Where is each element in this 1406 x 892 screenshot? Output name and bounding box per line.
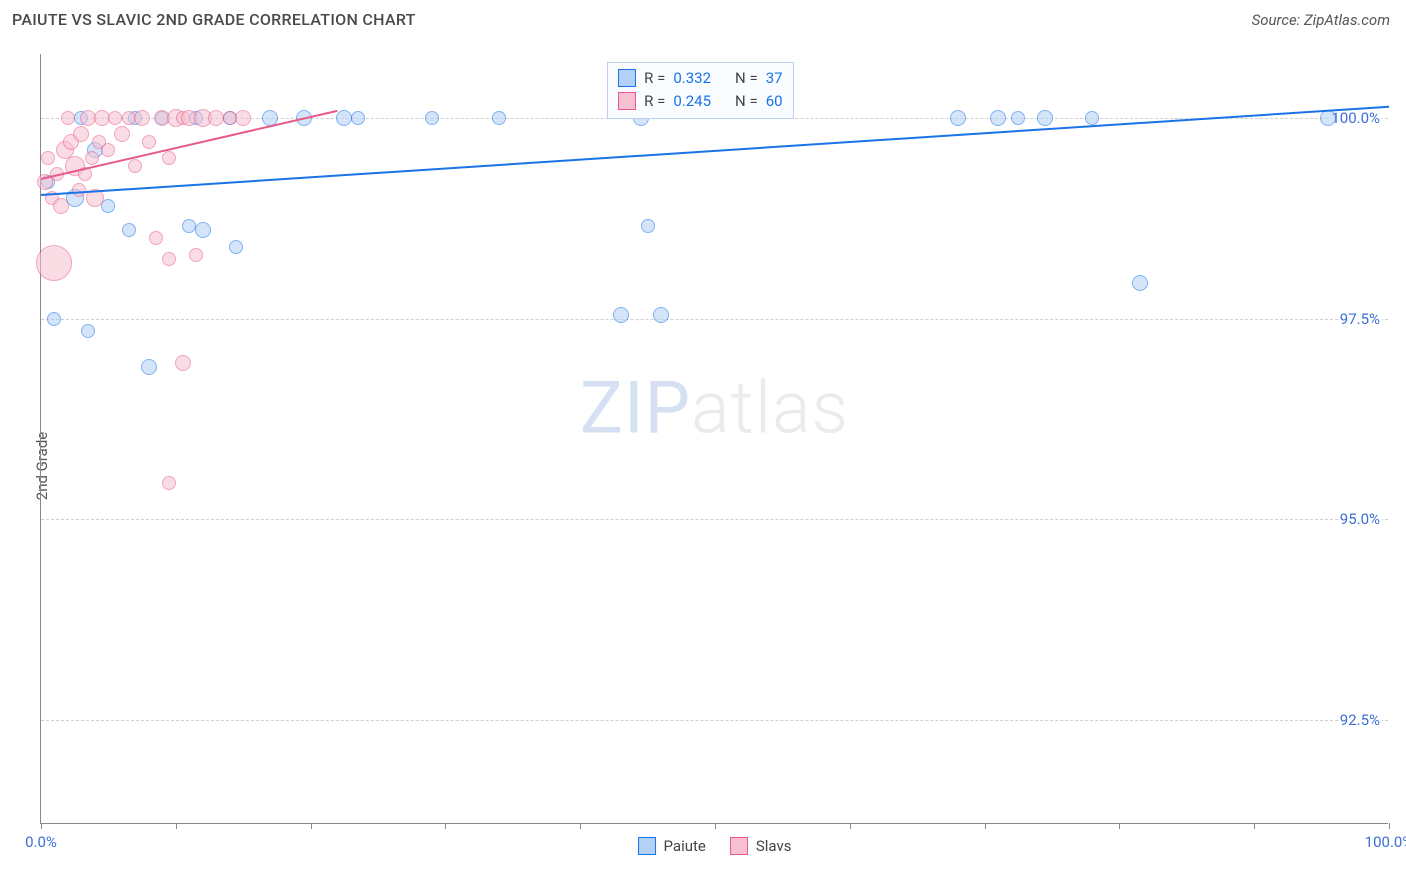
xtick bbox=[850, 823, 851, 829]
scatter-point bbox=[73, 126, 89, 142]
watermark-atlas: atlas bbox=[691, 365, 849, 450]
scatter-point bbox=[189, 248, 203, 262]
watermark-zip: ZIP bbox=[580, 365, 691, 450]
stat-n-label: N = bbox=[735, 67, 758, 90]
series-swatch bbox=[618, 69, 636, 87]
stat-r-value: 0.245 bbox=[673, 90, 711, 113]
scatter-point bbox=[41, 151, 55, 165]
stat-n-value: 60 bbox=[766, 90, 783, 113]
scatter-point bbox=[653, 307, 669, 323]
legend-label: Slavs bbox=[756, 837, 792, 855]
scatter-point bbox=[53, 198, 69, 214]
xtick bbox=[176, 823, 177, 829]
scatter-point bbox=[134, 110, 150, 126]
chart-container: 2nd Grade ZIPatlas 92.5%95.0%97.5%100.0%… bbox=[0, 40, 1406, 892]
gridline bbox=[41, 720, 1388, 721]
scatter-point bbox=[101, 143, 115, 157]
chart-header: PAIUTE VS SLAVIC 2ND GRADE CORRELATION C… bbox=[0, 0, 1406, 35]
scatter-point bbox=[1037, 110, 1053, 126]
scatter-point bbox=[142, 135, 156, 149]
chart-title: PAIUTE VS SLAVIC 2ND GRADE CORRELATION C… bbox=[12, 10, 416, 29]
stats-row: R = 0.245 N = 60 bbox=[618, 90, 782, 113]
xtick bbox=[1389, 823, 1390, 829]
scatter-point bbox=[613, 307, 629, 323]
scatter-point bbox=[162, 252, 176, 266]
scatter-point bbox=[162, 151, 176, 165]
scatter-point bbox=[47, 312, 61, 326]
scatter-point bbox=[81, 324, 95, 338]
scatter-point bbox=[101, 199, 115, 213]
stats-box: R = 0.332 N = 37 R = 0.245 N = 60 bbox=[607, 62, 793, 119]
stat-n-label: N = bbox=[735, 90, 758, 113]
ytick-label: 100.0% bbox=[1329, 109, 1382, 127]
scatter-point bbox=[1132, 275, 1148, 291]
ytick-label: 95.0% bbox=[1338, 510, 1382, 528]
stat-r-label: R = bbox=[644, 67, 665, 90]
xtick bbox=[1254, 823, 1255, 829]
scatter-point bbox=[114, 126, 130, 142]
scatter-point bbox=[990, 110, 1006, 126]
xtick bbox=[41, 823, 42, 829]
legend-item: Paiute bbox=[638, 837, 706, 855]
xtick-label: 0.0% bbox=[25, 833, 57, 851]
xtick bbox=[715, 823, 716, 829]
scatter-point bbox=[641, 219, 655, 233]
series-swatch bbox=[618, 92, 636, 110]
ytick-label: 92.5% bbox=[1338, 711, 1382, 729]
scatter-point bbox=[1085, 111, 1099, 125]
scatter-point bbox=[128, 159, 142, 173]
stat-r-value: 0.332 bbox=[673, 67, 711, 90]
stats-row: R = 0.332 N = 37 bbox=[618, 67, 782, 90]
xtick bbox=[1119, 823, 1120, 829]
scatter-point bbox=[149, 231, 163, 245]
plot-area: ZIPatlas 92.5%95.0%97.5%100.0%0.0%100.0%… bbox=[40, 54, 1388, 824]
legend-item: Slavs bbox=[730, 837, 792, 855]
scatter-point bbox=[950, 110, 966, 126]
legend: Paiute Slavs bbox=[638, 837, 792, 855]
legend-label: Paiute bbox=[664, 837, 706, 855]
gridline bbox=[41, 519, 1388, 520]
legend-swatch bbox=[638, 837, 656, 855]
scatter-point bbox=[141, 359, 157, 375]
gridline bbox=[41, 319, 1388, 320]
scatter-point bbox=[1320, 110, 1336, 126]
scatter-point bbox=[425, 111, 439, 125]
scatter-point bbox=[108, 111, 122, 125]
scatter-point bbox=[122, 223, 136, 237]
scatter-point bbox=[351, 111, 365, 125]
scatter-point bbox=[175, 355, 191, 371]
scatter-point bbox=[492, 111, 506, 125]
stat-n-value: 37 bbox=[766, 67, 783, 90]
xtick bbox=[985, 823, 986, 829]
scatter-point bbox=[85, 151, 99, 165]
chart-source: Source: ZipAtlas.com bbox=[1252, 11, 1390, 29]
scatter-point bbox=[229, 240, 243, 254]
scatter-point bbox=[36, 245, 72, 281]
scatter-point bbox=[61, 111, 75, 125]
stat-r-label: R = bbox=[644, 90, 665, 113]
xtick bbox=[311, 823, 312, 829]
legend-swatch bbox=[730, 837, 748, 855]
xtick bbox=[445, 823, 446, 829]
watermark: ZIPatlas bbox=[580, 365, 849, 450]
scatter-point bbox=[235, 110, 251, 126]
scatter-point bbox=[195, 222, 211, 238]
scatter-point bbox=[1011, 111, 1025, 125]
xtick-label: 100.0% bbox=[1365, 833, 1406, 851]
scatter-point bbox=[162, 476, 176, 490]
xtick bbox=[580, 823, 581, 829]
ytick-label: 97.5% bbox=[1338, 310, 1382, 328]
